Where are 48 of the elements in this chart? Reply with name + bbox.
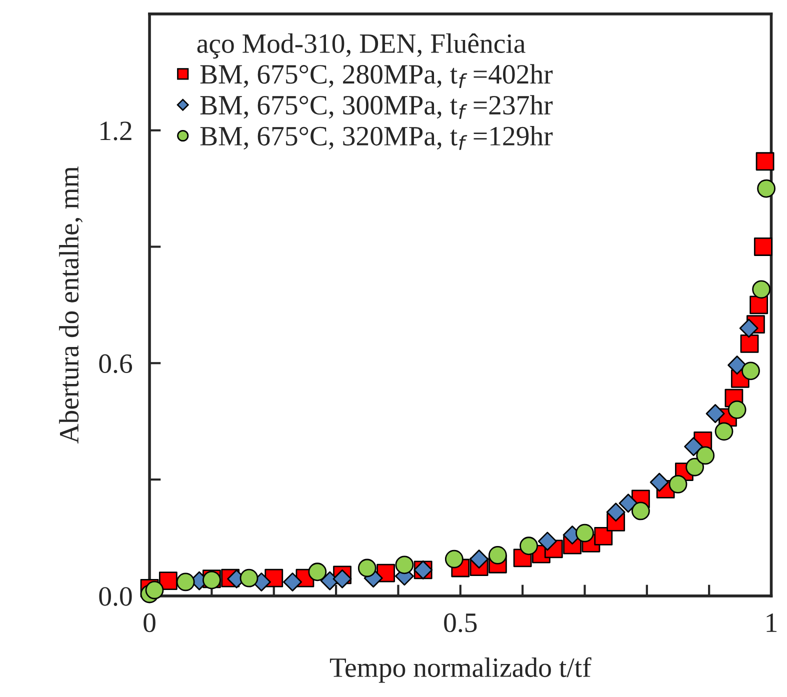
point <box>696 446 715 465</box>
point <box>742 362 760 380</box>
point <box>145 580 164 600</box>
x-axis-title: Tempo normalizado t/tf <box>330 657 592 683</box>
point <box>332 569 352 588</box>
point <box>606 502 626 522</box>
point <box>395 556 414 574</box>
point <box>740 334 759 353</box>
x-tick-label: 0 <box>144 613 156 632</box>
point <box>444 550 464 568</box>
point <box>538 532 557 551</box>
point <box>752 280 771 299</box>
point <box>650 472 669 492</box>
y-tick-label: 1.2 <box>100 122 132 140</box>
y-axis-title: Abertura do entalhe, mm <box>59 166 83 444</box>
point <box>520 536 538 556</box>
legend-label: BM, 675°C, 320MPa, t$_{f}$ =129hr <box>200 126 553 150</box>
point <box>686 458 704 476</box>
point <box>728 356 747 375</box>
point <box>739 318 758 338</box>
point <box>283 572 302 592</box>
point <box>158 572 178 590</box>
point <box>576 524 594 542</box>
point <box>631 502 650 520</box>
point <box>757 179 776 198</box>
point <box>470 550 489 569</box>
y-tick-label: 0.0 <box>99 587 132 606</box>
point <box>594 526 613 546</box>
x-tick-label: 0.5 <box>444 613 477 632</box>
point <box>358 558 376 578</box>
point <box>240 568 258 588</box>
point <box>706 404 725 424</box>
x-tick-label: 1 <box>766 614 777 632</box>
y-tick-label: 0.6 <box>99 354 132 374</box>
point <box>684 437 704 456</box>
point <box>714 422 734 441</box>
point <box>618 494 638 513</box>
legend-label: BM, 675°C, 280MPa, t$_{f}$ =402hr <box>200 64 553 88</box>
point <box>176 572 195 592</box>
legend-title: aço Mod-310, DEN, Fluência <box>197 33 526 59</box>
point <box>308 562 327 582</box>
point <box>756 152 774 171</box>
point <box>488 546 507 564</box>
point <box>754 238 772 256</box>
point <box>750 296 768 314</box>
point <box>668 474 688 494</box>
legend-label: BM, 675°C, 300MPa, t$_{f}$ =237hr <box>200 95 553 119</box>
point <box>728 400 746 419</box>
